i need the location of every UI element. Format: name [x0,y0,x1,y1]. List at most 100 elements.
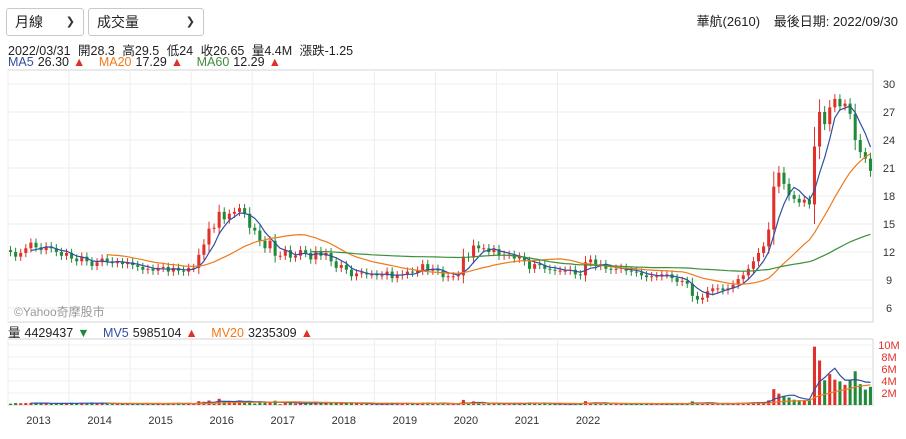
volume-bar [146,403,150,405]
mv5-value: 5985104 [132,326,182,340]
indicator-select[interactable]: 成交量 ❯ [88,8,204,36]
ohlc-date: 2022/03/31 [8,44,71,58]
volume-bar [863,389,867,405]
year-label: 2021 [515,415,539,427]
volume-bar [314,402,318,405]
volume-bar [853,371,857,405]
volume-bar [217,398,221,405]
volume-tick-label: 6M [881,364,896,376]
volume-bar [726,403,730,405]
ma60-line [310,233,871,272]
candle-body [456,275,460,277]
volume-bar [624,403,628,405]
volume-bar [858,384,862,405]
candle-body [711,288,715,292]
volume-bar [105,403,109,405]
volume-tick-label: 10M [878,340,899,352]
volume-bar [619,403,623,405]
candle-body [578,274,582,276]
candle-body [639,272,644,276]
ma60-up-arrow-icon: ▲ [268,55,281,69]
candle-body [573,269,577,275]
volume-bar [360,403,364,405]
candle-body [517,256,521,259]
candle-body [695,295,699,300]
price-tick-label: 21 [883,163,895,175]
candle-body [75,258,79,262]
candle-body [258,230,262,241]
candle-body [863,152,867,159]
period-select[interactable]: 月線 ❯ [6,8,84,36]
candle-body [136,265,140,267]
volume-bar [563,404,567,405]
stock-name: 華航(2610) [696,14,761,29]
candle-body [482,248,486,250]
candle-body [868,158,872,171]
candle-body [472,245,476,258]
volume-bar [176,403,180,405]
candle-body [802,199,806,203]
candle-body [655,276,659,278]
candle-body [161,266,165,268]
candle-body [548,268,552,270]
volume-bar [848,380,852,405]
candle-body [614,268,618,270]
volume-bar [141,403,145,405]
volume-bar [70,402,74,405]
volume-bar [772,389,776,405]
candle-body [772,186,776,230]
volume-bar [110,403,114,405]
candle-body [202,244,206,255]
candle-body [477,245,481,249]
last-date: 最後日期: 2022/09/30 [773,14,898,29]
volume-bar [365,403,369,405]
candle-body [370,274,374,276]
candle-body [278,255,282,257]
mv5-label: MV5 [103,326,129,340]
volume-bar [115,403,119,405]
candle-body [797,198,801,203]
candle-body [436,268,440,271]
volume-bar [268,402,272,405]
candle-body [95,262,99,266]
mv20-value: 3235309 [247,326,297,340]
candle-body [314,251,318,260]
candle-body [858,140,862,153]
ma20-value: 17.29 [135,55,167,69]
volume-value: 4429437 [24,326,74,340]
volume-bar [232,401,236,405]
volume-bar [375,403,379,405]
volume-bar [507,404,511,405]
chevron-down-icon: ❯ [65,16,75,28]
candle-body [594,259,598,266]
candle-body [395,275,399,279]
volume-bar [400,403,404,405]
candle-body [212,227,216,229]
volume-bar [456,403,460,405]
year-label: 2018 [332,415,356,427]
candle-body [787,183,791,196]
year-label: 2016 [209,415,233,427]
year-label: 2020 [454,415,478,427]
candle-body [543,265,547,269]
candle-body [583,262,588,276]
volume-bar [9,403,13,405]
candle-body [690,283,694,296]
candle-body [589,259,593,263]
volume-bar [319,403,323,405]
volume-bar [436,403,440,405]
volume-bar [80,403,84,405]
indicator-select-value: 成交量 [97,14,139,30]
candle-body [227,213,231,220]
volume-bar [818,360,822,405]
ma60-label: MA60 [196,55,230,69]
volume-bar [19,403,23,405]
candle-body [685,280,689,284]
candle-body [90,261,94,266]
candle-body [833,98,837,108]
volume-bar [502,403,506,405]
volume-bar [741,403,745,405]
candle-body [115,262,119,264]
ohlc-close: 收26.65 [200,44,245,58]
